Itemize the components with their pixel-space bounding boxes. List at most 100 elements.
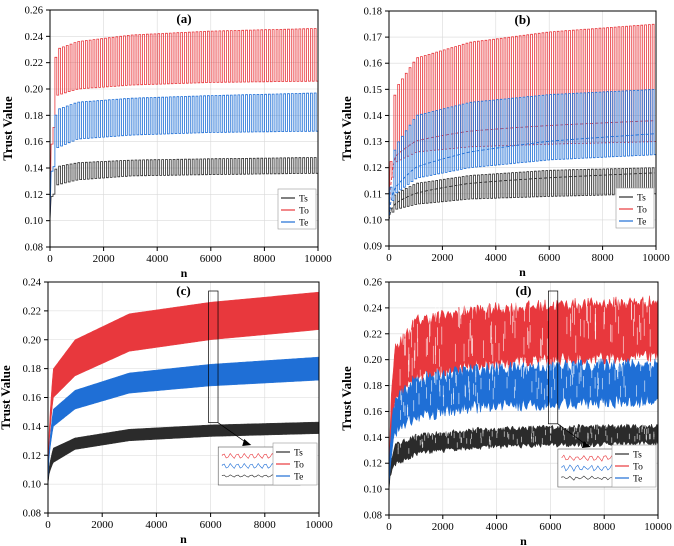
legend: Ts To Te bbox=[615, 187, 655, 229]
series-band bbox=[389, 358, 658, 490]
series-Te bbox=[389, 89, 656, 220]
series-band bbox=[389, 423, 658, 492]
y-tick-label: 0.15 bbox=[364, 85, 382, 96]
plot-area bbox=[389, 23, 656, 220]
y-tick-label: 0.18 bbox=[364, 7, 382, 18]
y-tick-label: 0.16 bbox=[364, 407, 382, 418]
x-tick-label: 4000 bbox=[145, 519, 168, 531]
legend-label: Te bbox=[299, 219, 308, 229]
legend-label: Te bbox=[633, 475, 642, 485]
zoom-arrowhead bbox=[242, 439, 252, 446]
legend-box bbox=[277, 188, 317, 230]
x-tick-label: 6000 bbox=[539, 521, 562, 533]
panel-label: (a) bbox=[176, 11, 191, 26]
x-tick-label: 2000 bbox=[432, 521, 455, 533]
y-tick-label: 0.20 bbox=[25, 85, 43, 96]
series-line bbox=[389, 167, 656, 220]
x-tick-label: 10000 bbox=[644, 521, 672, 533]
x-tick-label: 0 bbox=[45, 519, 51, 531]
y-tick-label: 0.12 bbox=[25, 190, 43, 201]
y-axis-label: Trust Value bbox=[0, 365, 13, 430]
series-trend-line bbox=[389, 172, 655, 220]
x-tick-label: 2000 bbox=[93, 253, 116, 265]
series-band bbox=[389, 295, 658, 490]
x-tick-label: 6000 bbox=[200, 253, 223, 265]
y-tick-label: 0.12 bbox=[23, 451, 41, 462]
legend: Ts To Te bbox=[611, 444, 657, 488]
x-tick-label: 4000 bbox=[486, 521, 509, 533]
plot-frame bbox=[49, 9, 319, 248]
legend-label: Te bbox=[294, 473, 303, 483]
series-Te bbox=[389, 356, 658, 490]
x-axis-label: n bbox=[181, 266, 188, 280]
y-tick-label: 0.20 bbox=[23, 335, 41, 346]
series-Ts bbox=[48, 421, 319, 485]
y-tick-label: 0.22 bbox=[364, 329, 382, 340]
plot-frame bbox=[388, 281, 659, 516]
y-tick-label: 0.22 bbox=[25, 58, 43, 69]
legend-label: To bbox=[294, 461, 304, 471]
x-tick-label: 0 bbox=[386, 252, 392, 264]
x-tick-label: 4000 bbox=[485, 252, 508, 264]
plot-frame bbox=[388, 10, 657, 247]
series-Te bbox=[48, 356, 319, 485]
legend-box bbox=[615, 187, 655, 229]
series-Te bbox=[50, 92, 318, 221]
y-tick-label: 0.09 bbox=[364, 242, 382, 253]
x-tick-label: 10000 bbox=[304, 253, 332, 265]
y-tick-label: 0.26 bbox=[25, 6, 43, 17]
legend-label: To bbox=[299, 207, 309, 217]
y-tick-label: 0.08 bbox=[25, 243, 43, 254]
plot-area bbox=[48, 291, 319, 485]
legend: Ts To Te bbox=[277, 188, 317, 230]
y-tick-label: 0.18 bbox=[364, 381, 382, 392]
series-trend-line bbox=[389, 120, 655, 220]
y-tick-label: 0.14 bbox=[364, 111, 383, 122]
x-tick-label: 0 bbox=[386, 521, 392, 533]
x-tick-label: 6000 bbox=[200, 519, 223, 531]
x-tick-label: 2000 bbox=[91, 519, 114, 531]
series-band bbox=[48, 356, 319, 485]
y-tick-label: 0.20 bbox=[364, 355, 382, 366]
series-line bbox=[50, 92, 318, 221]
zoom-connector bbox=[557, 423, 589, 447]
legend-label: To bbox=[637, 206, 647, 216]
y-tick-label: 0.11 bbox=[364, 189, 382, 200]
x-tick-label: 10000 bbox=[642, 252, 670, 264]
y-tick-label: 0.18 bbox=[23, 364, 41, 375]
y-tick-label: 0.08 bbox=[364, 511, 382, 522]
y-tick-label: 0.10 bbox=[23, 480, 41, 491]
x-tick-label: 10000 bbox=[305, 519, 333, 531]
legend-label: Ts bbox=[633, 451, 642, 461]
x-tick-label: 4000 bbox=[146, 253, 169, 265]
y-tick-label: 0.17 bbox=[364, 33, 382, 44]
legend: Ts To Te bbox=[272, 442, 318, 486]
panel-label: (b) bbox=[515, 12, 531, 27]
x-tick-label: 8000 bbox=[592, 252, 615, 264]
y-tick-label: 0.13 bbox=[364, 137, 382, 148]
series-Ts bbox=[50, 157, 318, 221]
y-tick-label: 0.24 bbox=[25, 32, 44, 43]
zoom-arrowhead bbox=[581, 441, 591, 448]
legend-label: Ts bbox=[637, 194, 646, 204]
y-tick-label: 0.08 bbox=[23, 509, 41, 520]
y-tick-label: 0.10 bbox=[25, 216, 43, 227]
series-band bbox=[48, 291, 319, 485]
y-tick-label: 0.22 bbox=[23, 306, 41, 317]
x-tick-label: 2000 bbox=[431, 252, 454, 264]
legend-label: Ts bbox=[294, 449, 303, 459]
y-axis-label: Trust Value bbox=[339, 366, 354, 431]
x-tick-label: 6000 bbox=[538, 252, 561, 264]
panel-label: (c) bbox=[176, 283, 190, 298]
legend-label: To bbox=[633, 463, 643, 473]
y-tick-label: 0.18 bbox=[25, 111, 43, 122]
panel-label: (d) bbox=[516, 283, 532, 298]
zoom-window bbox=[208, 290, 219, 424]
y-tick-label: 0.12 bbox=[364, 459, 382, 470]
x-tick-label: 0 bbox=[47, 253, 53, 265]
series-line bbox=[389, 89, 656, 220]
legend-label: Te bbox=[637, 218, 646, 228]
plot-area bbox=[50, 28, 318, 221]
y-tick-label: 0.14 bbox=[25, 164, 44, 175]
y-tick-label: 0.12 bbox=[364, 163, 382, 174]
